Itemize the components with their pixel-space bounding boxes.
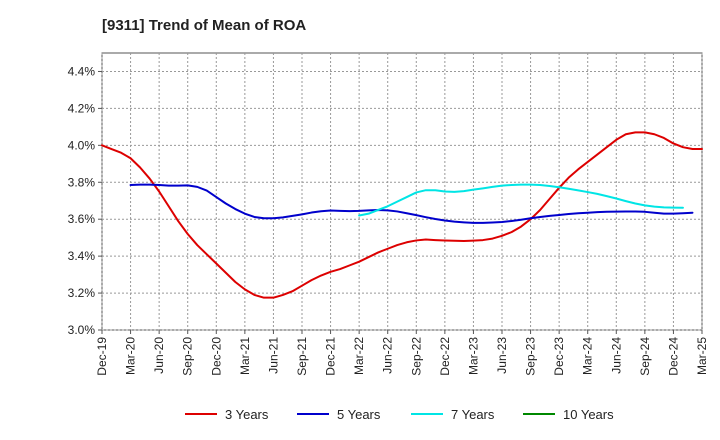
x-tick-label: Sep-23 xyxy=(524,337,538,376)
x-tick-label: Mar-23 xyxy=(466,337,480,375)
series-line-5-years xyxy=(129,183,694,224)
legend-label: 5 Years xyxy=(337,407,381,422)
x-tick-label: Sep-22 xyxy=(409,337,423,376)
x-tick-label: Dec-23 xyxy=(552,337,566,376)
x-tick-label: Jun-21 xyxy=(266,337,280,374)
legend-label: 7 Years xyxy=(451,407,495,422)
x-tick-label: Jun-20 xyxy=(152,337,166,374)
y-tick-label: 3.0% xyxy=(68,323,96,337)
legend: 3 Years 5 Years 7 Years 10 Years xyxy=(185,407,614,422)
x-tick-label: Mar-20 xyxy=(124,337,138,375)
x-tick-label: Mar-21 xyxy=(238,337,252,375)
x-tick-label: Dec-20 xyxy=(209,337,223,376)
x-tick-label: Sep-20 xyxy=(181,337,195,376)
plot-area xyxy=(101,52,703,331)
x-tick-label: Mar-24 xyxy=(581,337,595,375)
x-tick-label: Mar-22 xyxy=(352,337,366,375)
series-line-7-years xyxy=(358,183,684,217)
x-tick-label: Jun-23 xyxy=(495,337,509,374)
x-tick-label: Jun-24 xyxy=(609,337,623,374)
legend-label: 3 Years xyxy=(225,407,269,422)
x-tick-label: Dec-22 xyxy=(438,337,452,376)
grid-lines xyxy=(101,53,703,331)
y-tick-label: 4.4% xyxy=(68,64,96,78)
x-tick-label: Mar-25 xyxy=(695,337,709,375)
x-tick-label: Jun-22 xyxy=(381,337,395,374)
x-tick-label: Dec-19 xyxy=(95,337,109,376)
series-lines xyxy=(101,131,703,299)
x-tick-label: Dec-24 xyxy=(666,337,680,376)
x-tick-label: Sep-24 xyxy=(638,337,652,376)
y-tick-label: 4.0% xyxy=(68,138,96,152)
series-line-3-years xyxy=(101,131,703,299)
y-tick-label: 3.4% xyxy=(68,249,96,263)
legend-label: 10 Years xyxy=(563,407,614,422)
y-tick-label: 3.8% xyxy=(68,175,96,189)
x-tick-label: Dec-21 xyxy=(324,337,338,376)
chart-title: [9311] Trend of Mean of ROA xyxy=(102,17,306,34)
y-tick-label: 3.2% xyxy=(68,286,96,300)
y-tick-label: 4.2% xyxy=(68,101,96,115)
y-axis-ticks: 3.0% 3.2% 3.4% 3.6% 3.8% 4.0% 4.2% 4.4% xyxy=(68,64,102,337)
x-axis-ticks: Dec-19 Mar-20 Jun-20 Sep-20 Dec-20 Mar-21 Jun-… xyxy=(95,330,709,376)
x-tick-label: Sep-21 xyxy=(295,337,309,376)
y-tick-label: 3.6% xyxy=(68,212,96,226)
